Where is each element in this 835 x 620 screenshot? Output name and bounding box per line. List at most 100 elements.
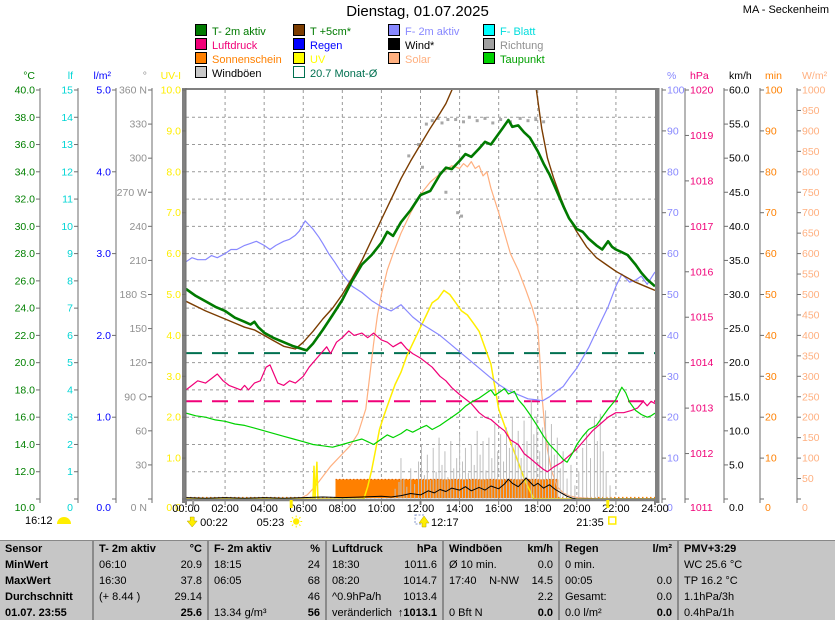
stats-cell: Windböen km/h <box>442 541 558 557</box>
axis-tick-label: 13 <box>61 139 73 151</box>
stats-text: WC 25.6 °C <box>684 559 743 571</box>
stats-label: F- 2m aktiv <box>214 543 272 555</box>
direction-dot <box>420 165 424 169</box>
legend-label: 20.7 Monat-Ø <box>310 68 378 80</box>
axis-tick-label: 4.0 <box>166 330 181 342</box>
solar-noon-box-icon <box>414 514 425 525</box>
axis-tick-label: 70 <box>667 207 679 219</box>
series-uv <box>186 289 655 500</box>
axis-tick-label: 1 <box>67 466 73 478</box>
axis-tick-label: 800 <box>802 166 820 178</box>
stats-cell: Luftdruck hPa <box>325 541 442 557</box>
legend-swatch-icon <box>388 24 400 36</box>
axis-tick-label: 36.0 <box>15 139 36 151</box>
plot-border-right <box>655 88 660 503</box>
legend-item: Windböen <box>195 66 262 80</box>
stats-cell: F- 2m aktiv% <box>207 541 325 557</box>
axis-tick-label: 700 <box>802 207 820 219</box>
stats-cell: 46 <box>207 589 325 605</box>
axis-tick-label: 40 <box>667 330 679 342</box>
axis-tick-label: 15 <box>61 85 73 97</box>
legend-swatch-icon <box>195 52 207 64</box>
legend-item: Wind* <box>388 38 434 52</box>
direction-dot <box>436 116 440 120</box>
axis-tick-label: 20 <box>765 412 777 424</box>
time-tick-label: 16:00 <box>485 503 513 515</box>
legend-swatch-icon <box>195 24 207 36</box>
stats-value: 37.8 <box>180 575 202 587</box>
legend-item: Luftdruck <box>195 38 257 52</box>
axis-tick-label: 450 <box>802 309 820 321</box>
axis-tick-label: 100 <box>667 85 685 97</box>
axis-tick-label: 15.0 <box>729 391 750 403</box>
stats-cell: 01.07. 23:55 <box>0 605 92 620</box>
stats-cell: 18:15 24 <box>207 557 325 573</box>
axis-tick-label: 750 <box>802 187 820 199</box>
direction-dot <box>430 119 434 123</box>
legend-swatch-icon <box>195 66 207 78</box>
axis-tick-label: 24.0 <box>15 303 36 315</box>
legend-label: Regen <box>310 40 343 52</box>
axis-tick-label: 0.0 <box>96 502 111 514</box>
direction-dot <box>461 120 465 124</box>
direction-dot <box>467 115 471 119</box>
time-tick-label: 10:00 <box>368 503 396 515</box>
legend-item: UV <box>293 52 325 66</box>
sunrise-time: 05:23 <box>257 517 285 529</box>
axis-tick-label: 1.0 <box>166 453 181 465</box>
axis-tick-label: 30 <box>135 459 147 471</box>
legend-item: 20.7 Monat-Ø <box>293 66 378 80</box>
stats-label: 00:05 <box>565 575 593 587</box>
axis-tick-label: 100 <box>765 85 783 97</box>
legend-item: T +5cm* <box>293 24 351 38</box>
axis-tick-label: 4.0 <box>96 166 111 178</box>
axis-tick-label: 360 N <box>119 85 147 97</box>
axis-tick-label: 16.0 <box>15 412 36 424</box>
stats-cell: Sensor <box>0 541 92 557</box>
stats-text: PMV+3:29 <box>684 543 737 555</box>
axis-tick-label: 1015 <box>690 312 714 324</box>
sunset-time: 21:35 <box>576 517 604 529</box>
legend-swatch-icon <box>483 52 495 64</box>
axis-tick-label: 11 <box>62 194 73 206</box>
axis-tick-label: 240 <box>129 221 147 233</box>
station-label: MA - Seckenheim <box>742 4 829 16</box>
stats-cell: MaxWert <box>0 573 92 589</box>
stats-cell: veränderlich ↑1013.1 <box>325 605 442 620</box>
axis-tick-label: 60 <box>667 248 679 260</box>
stats-text: Sensor <box>5 543 43 555</box>
direction-dot <box>526 119 530 123</box>
stats-label: 06:05 <box>214 575 242 587</box>
axis-tick-label: 0.0 <box>729 502 744 514</box>
direction-dot <box>518 116 522 120</box>
direction-dot <box>499 118 503 122</box>
axis-tick-label: 150 <box>802 432 820 444</box>
axis-tick-label: 14.0 <box>15 439 36 451</box>
stats-cell: 0.0 l/m² 0.0 <box>558 605 677 620</box>
axis-tick-label: 300 <box>129 153 147 165</box>
axis-tick-label: 300 <box>802 371 820 383</box>
axis-tick-label: 10.0 <box>15 502 36 514</box>
axis-tick-label: 30.0 <box>729 289 750 301</box>
stats-text: 0.4hPa/1h <box>684 607 735 619</box>
direction-dot <box>460 214 464 218</box>
stats-cell: 00:05 0.0 <box>558 573 677 589</box>
axis-tick-label: 50 <box>802 473 814 485</box>
axis-tick-label: 3 <box>67 412 73 424</box>
direction-dot <box>456 211 460 215</box>
stats-value: 1011.6 <box>404 559 437 571</box>
legend-swatch-icon <box>293 66 305 78</box>
axis-unit-label: l/m² <box>94 70 112 82</box>
stats-cell <box>793 605 835 620</box>
axis-tick-label: 330 <box>129 119 147 131</box>
legend-swatch-icon <box>483 38 495 50</box>
legend-swatch-icon <box>388 38 400 50</box>
stats-text: Durchschnitt <box>5 591 73 603</box>
axis-tick-label: 900 <box>802 125 820 137</box>
axis-tick-label: 100 <box>802 453 820 465</box>
sunrise-sun-ray <box>291 524 294 527</box>
sunrise-sun-ray <box>298 524 301 527</box>
series-t-2m-aktiv <box>186 118 655 352</box>
moonset-arrow-icon <box>186 516 198 528</box>
stats-label: 0 Bft N <box>449 607 483 619</box>
